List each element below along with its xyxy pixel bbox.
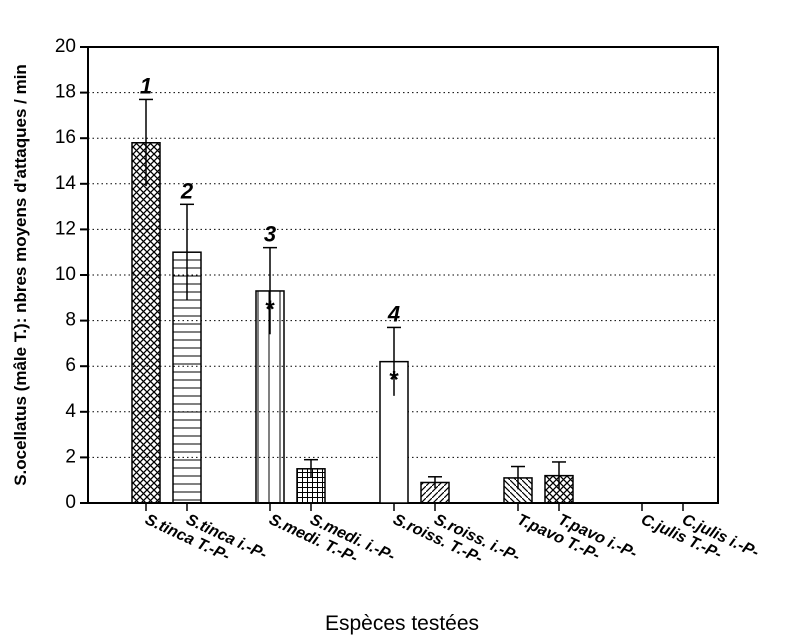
y-tick-label: 14 (55, 173, 77, 194)
y-tick-label: 18 (55, 82, 76, 103)
y-tick-label: 10 (55, 264, 76, 285)
x-axis-label: Espèces testées (325, 612, 479, 635)
y-tick-label: 12 (55, 218, 76, 239)
annotation: 3 (264, 222, 276, 247)
y-tick-label: 8 (65, 310, 76, 331)
y-tick-label: 2 (65, 446, 76, 467)
annotation: 1 (140, 73, 152, 98)
significance: * (265, 296, 275, 323)
y-tick-label: 4 (65, 401, 76, 422)
y-tick-label: 16 (55, 127, 76, 148)
y-tick-label: 6 (65, 355, 76, 376)
y-tick-label: 20 (55, 36, 76, 57)
y-axis-label: S.ocellatus (mâle T.): nbres moyens d'at… (11, 64, 30, 486)
significance: * (389, 367, 399, 394)
y-tick-label: 0 (65, 492, 76, 513)
annotation: 2 (180, 178, 194, 203)
annotation: 4 (387, 301, 400, 326)
bar (131, 142, 161, 504)
